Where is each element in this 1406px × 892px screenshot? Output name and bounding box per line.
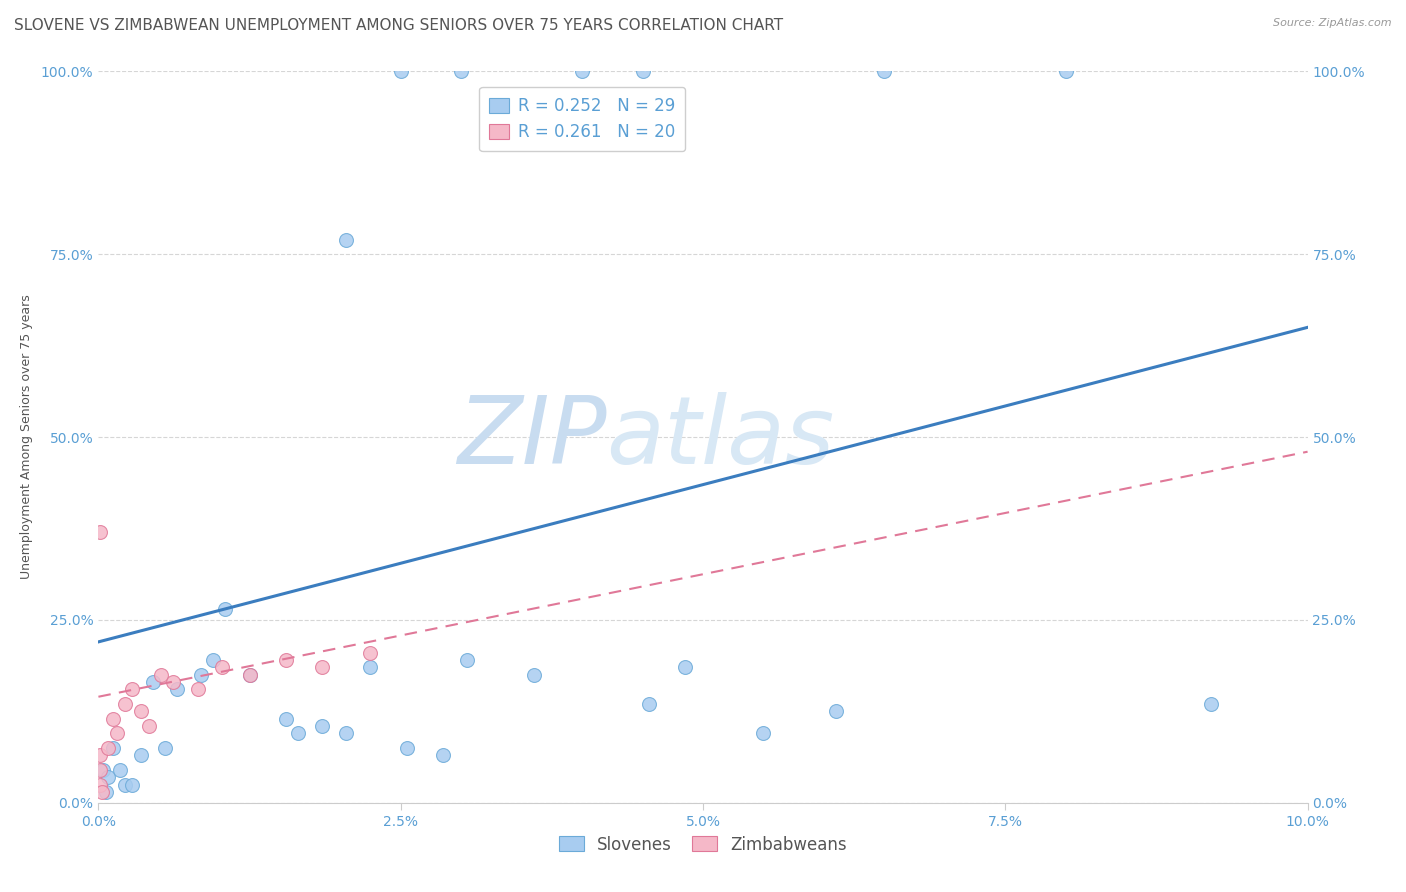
Point [166, 682, 188, 697]
Point [239, 667, 262, 681]
Point [108, 763, 131, 777]
Point [335, 726, 357, 740]
Point [114, 778, 136, 792]
Point [335, 233, 357, 247]
Point [129, 705, 152, 719]
Point [114, 697, 136, 711]
Point [1199, 697, 1222, 711]
Point [395, 740, 418, 755]
Point [825, 705, 848, 719]
Point [97, 770, 120, 784]
Point [89, 763, 111, 777]
Point [456, 653, 478, 667]
Point [150, 667, 173, 681]
Point [211, 660, 233, 674]
Point [673, 660, 696, 674]
Point [105, 726, 128, 740]
Point [360, 660, 382, 674]
Point [91, 785, 114, 799]
Text: Source: ZipAtlas.com: Source: ZipAtlas.com [1274, 18, 1392, 28]
Point [121, 682, 143, 697]
Point [239, 667, 262, 681]
Point [274, 653, 297, 667]
Point [101, 712, 124, 726]
Point [91, 763, 114, 777]
Point [121, 778, 143, 792]
Point [311, 660, 333, 674]
Point [89, 778, 111, 792]
Point [360, 646, 382, 660]
Point [1054, 64, 1077, 78]
Point [187, 682, 209, 697]
Point [274, 712, 297, 726]
Point [142, 675, 165, 690]
Point [287, 726, 309, 740]
Point [138, 719, 160, 733]
Point [571, 64, 593, 78]
Point [162, 675, 184, 690]
Point [89, 525, 111, 540]
Text: atlas: atlas [606, 392, 835, 483]
Point [523, 667, 546, 681]
Point [432, 748, 454, 763]
Point [752, 726, 775, 740]
Point [129, 748, 152, 763]
Point [311, 719, 333, 733]
Point [389, 64, 412, 78]
Point [631, 64, 654, 78]
Point [153, 740, 176, 755]
Point [637, 697, 659, 711]
Point [101, 740, 124, 755]
Y-axis label: Unemployment Among Seniors over 75 years: Unemployment Among Seniors over 75 years [20, 294, 32, 580]
Point [89, 748, 111, 763]
Point [450, 64, 472, 78]
Text: ZIP: ZIP [457, 392, 606, 483]
Point [94, 785, 117, 799]
Text: SLOVENE VS ZIMBABWEAN UNEMPLOYMENT AMONG SENIORS OVER 75 YEARS CORRELATION CHART: SLOVENE VS ZIMBABWEAN UNEMPLOYMENT AMONG… [14, 18, 783, 33]
Point [214, 602, 236, 616]
Point [873, 64, 896, 78]
Point [202, 653, 225, 667]
Point [190, 667, 212, 681]
Point [97, 740, 120, 755]
Legend: Slovenes, Zimbabweans: Slovenes, Zimbabweans [553, 829, 853, 860]
